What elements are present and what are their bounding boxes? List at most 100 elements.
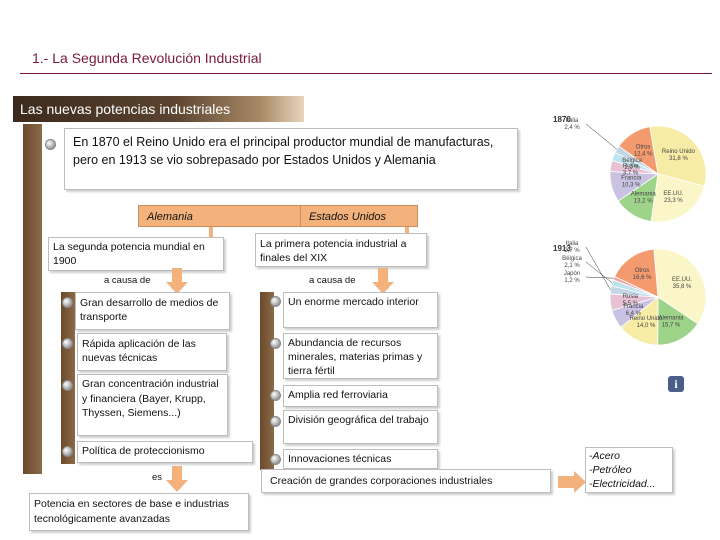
bullet-icon [270, 296, 281, 307]
pie-slice [618, 126, 659, 175]
info-icon[interactable]: i [668, 376, 684, 392]
pie-slice-value: 6,4 % [626, 311, 642, 317]
pie-slice-label: Italia [566, 241, 579, 247]
pie-slice-label: Japón [564, 271, 580, 277]
usa-cause-2: Abundancia de recursos minerales, materi… [283, 333, 438, 379]
product-item: -Petróleo [589, 464, 632, 476]
bullet-icon [62, 380, 73, 391]
germany-summary: La segunda potencia mundial en 1900 [48, 237, 224, 271]
pie-slice-label: Italia [566, 118, 579, 124]
pie-slice-label: EE.UU. [663, 191, 683, 197]
pie-slice-label: Rusia [623, 294, 639, 300]
product-item: -Acero [589, 450, 620, 462]
pie-slice-value: 2,7 % [564, 248, 580, 254]
usa-causes-bar [260, 292, 274, 470]
bullet-icon [270, 338, 281, 349]
germany-connector [209, 227, 213, 241]
pie-slice-value: 35,8 % [673, 284, 692, 290]
title-divider [20, 73, 712, 74]
pie-slice [649, 125, 707, 187]
products-box: -Acero -Petróleo -Electricidad... [585, 447, 673, 493]
arrow-stem-result [172, 466, 182, 480]
pie-slice [657, 296, 699, 346]
usa-cause-label: a causa de [309, 275, 356, 286]
pie-leader-line [585, 261, 613, 284]
pie-slice-value: 12,4 % [634, 151, 653, 157]
pie-1913 [609, 248, 707, 346]
pie-1870 [609, 125, 707, 223]
pie-slice [614, 248, 659, 298]
pie-slice-value: 16,6 % [633, 275, 652, 281]
pie-slice-value: 5,5 % [623, 301, 639, 307]
chart-1913-title: 1913 [553, 244, 571, 253]
page-title: 1.- La Segunda Revolución Industrial [32, 50, 262, 66]
pie-slice-value: 2,1 % [564, 263, 580, 269]
pie-slice-value: 23,3 % [664, 198, 683, 204]
pie-slice-value: 3,7 % [623, 170, 639, 176]
pie-leader-line [585, 276, 614, 279]
germany-cause-1: Gran desarrollo de medios de transporte [75, 292, 230, 330]
pie-slice-value: 2,4 % [564, 125, 580, 131]
pie-slice-label: Francia [623, 304, 644, 310]
arrow-icon [166, 282, 188, 294]
pie-slice-value: 13,2 % [634, 199, 653, 205]
chart-1870-title: 1870 [553, 115, 571, 124]
left-frame-bar [23, 124, 42, 474]
germany-result: Potencia en sectores de base e industria… [29, 493, 249, 531]
pie-slice-value: 15,7 % [662, 323, 681, 329]
germany-causes-bar [61, 292, 75, 464]
usa-connector [405, 227, 409, 237]
intro-box: En 1870 el Reino Unido era el principal … [64, 128, 518, 190]
pie-slice-value: 1,2 % [564, 278, 580, 284]
usa-cause-3: Amplia red ferroviaria [283, 385, 438, 407]
arrow-icon [372, 282, 394, 294]
arrow-stem-products [558, 476, 574, 488]
germany-cause-2: Rápida aplicación de las nuevas técnicas [77, 333, 227, 371]
germany-cause-label: a causa de [104, 275, 151, 286]
pie-slice-label: Bélgica [562, 256, 582, 262]
usa-result: Creación de grandes corporaciones indust… [261, 469, 551, 493]
bullet-icon [270, 390, 281, 401]
usa-summary: La primera potencia industrial a finales… [255, 233, 427, 267]
pie-slice [653, 248, 707, 325]
bullet-icon [62, 446, 73, 457]
arrow-icon [166, 480, 188, 492]
pie-slice-label: Reino Unido [629, 316, 663, 322]
germany-result-connector: es [152, 472, 163, 483]
pie-slice-label: Reino Unido [662, 149, 696, 155]
pie-slice-label: Alemania [659, 316, 685, 322]
pie-slice-label: Otros [636, 144, 651, 150]
section-banner: Las nuevas potencias industriales [13, 96, 304, 122]
product-item: -Electricidad... [589, 478, 656, 490]
pie-slice-label: Otros [635, 268, 650, 274]
bullet-icon [270, 416, 281, 427]
pie-slice-value: 10,3 % [622, 182, 641, 188]
bullet-icon [62, 297, 73, 308]
pie-slice-label: EE.UU. [672, 277, 692, 283]
germany-cause-4: Política de proteccionismo [77, 441, 253, 463]
germany-cause-3: Gran concentración industrial y financie… [77, 374, 228, 436]
pie-slice-value: 14,0 % [637, 323, 656, 329]
usa-label: Estados Unidos [300, 205, 418, 227]
arrow-stem-usa [378, 268, 388, 282]
pie-slice-label: Alemania [631, 192, 657, 198]
pie-slice [650, 173, 705, 223]
pie-slice-value: 31,8 % [669, 156, 688, 162]
arrow-icon [574, 471, 586, 493]
usa-cause-5: Innovaciones técnicas [283, 449, 438, 469]
pie-slice-value: 2,9 % [624, 165, 640, 171]
arrow-stem-germany [172, 268, 182, 282]
pie-leader-line [585, 246, 611, 291]
pie-slice-label: Francia [621, 175, 642, 181]
pie-slice-label: Bélgica [622, 158, 642, 164]
pie-slice-label: Rusia [623, 163, 639, 169]
pie-leader-line [585, 123, 618, 150]
bullet-icon [270, 454, 281, 465]
bullet-icon [45, 139, 56, 150]
usa-cause-1: Un enorme mercado interior [283, 292, 438, 328]
germany-label: Alemania [138, 205, 306, 227]
bullet-icon [62, 338, 73, 349]
